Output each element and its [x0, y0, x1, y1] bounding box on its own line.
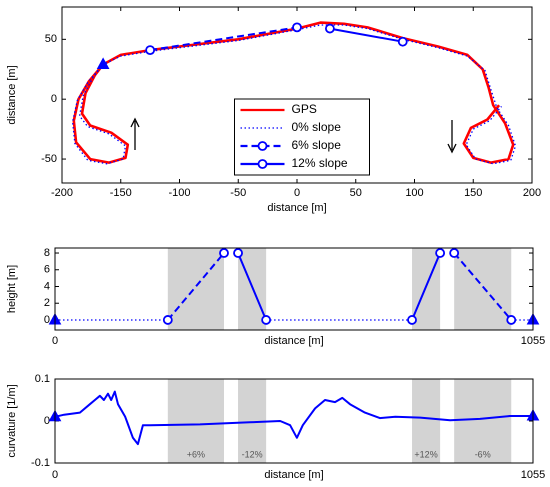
y-tick-label: 8 [44, 247, 50, 259]
series-marker [435, 248, 446, 258]
x-tick-label: 100 [405, 187, 423, 199]
x-tick-label: 150 [464, 187, 482, 199]
y-tick-label: -50 [41, 153, 57, 165]
x-tick-label: -100 [168, 187, 190, 199]
series-line [167, 252, 513, 321]
series-marker [261, 315, 272, 325]
series-marker [233, 248, 243, 258]
band-label: -12% [242, 449, 263, 459]
legend-label: 0% slope [292, 120, 342, 134]
y-axis-label: height [m] [6, 265, 18, 313]
y-tick-label: 0 [44, 314, 50, 326]
legend-marker [257, 159, 268, 169]
y-axis-label: distance [m] [6, 65, 18, 124]
y-tick-label: 6 [44, 264, 50, 276]
series-marker [145, 45, 156, 56]
legend-box [234, 98, 370, 176]
series-line [71, 24, 517, 165]
y-tick-label: -0.1 [31, 457, 50, 469]
shaded-band [167, 248, 224, 330]
series-marker [407, 315, 417, 325]
band-label: +6% [187, 449, 205, 459]
y-tick-label: 0.1 [35, 373, 50, 385]
series-line [329, 27, 403, 43]
legend-label: 6% slope [292, 138, 342, 152]
y-tick-label: 0 [51, 93, 57, 105]
series-line [237, 252, 442, 321]
y-tick-label: 50 [45, 33, 57, 45]
x-tick-label: 0 [52, 469, 58, 481]
shaded-band [167, 379, 224, 463]
x-tick-label: 1055 [521, 469, 545, 481]
series-marker [449, 248, 460, 258]
axes-box [61, 6, 533, 184]
band-label: -6% [475, 449, 491, 459]
y-tick-label: 2 [44, 297, 50, 309]
x-axis-label: distance [m] [267, 202, 326, 214]
series-marker [506, 315, 517, 325]
series-marker [162, 315, 173, 325]
x-tick-label: 1055 [521, 335, 545, 347]
plot-area [55, 248, 533, 330]
x-tick-label: 50 [350, 187, 362, 199]
y-axis-label: curvature [1/m] [6, 384, 18, 457]
series-marker [397, 36, 408, 47]
axes-box [54, 378, 534, 464]
shaded-band [454, 248, 512, 330]
y-tick-label: 0 [44, 415, 50, 427]
series-line [54, 390, 533, 446]
x-tick-label: -200 [51, 187, 73, 199]
series-line [149, 26, 298, 52]
legend-marker [257, 141, 268, 151]
x-tick-label: 0 [52, 335, 58, 347]
x-tick-label: 200 [523, 187, 541, 199]
shaded-band [454, 379, 512, 463]
series-marker [292, 22, 302, 33]
start-marker [96, 57, 110, 69]
series-marker [324, 23, 335, 34]
y-tick-label: 4 [44, 280, 50, 292]
legend-label: GPS [292, 102, 317, 116]
legend-label: 12% slope [292, 156, 348, 170]
series-line [72, 21, 515, 164]
arrow-up [130, 117, 140, 150]
x-axis-label: distance [m] [264, 335, 323, 347]
axes-box [54, 247, 534, 331]
series-marker [219, 248, 229, 258]
x-tick-label: -50 [230, 187, 246, 199]
shaded-band [412, 379, 441, 463]
x-tick-label: 0 [294, 187, 300, 199]
x-axis-label: distance [m] [264, 469, 323, 481]
arrow-down [447, 120, 457, 154]
band-label: +12% [414, 449, 437, 459]
x-tick-label: -150 [110, 187, 132, 199]
